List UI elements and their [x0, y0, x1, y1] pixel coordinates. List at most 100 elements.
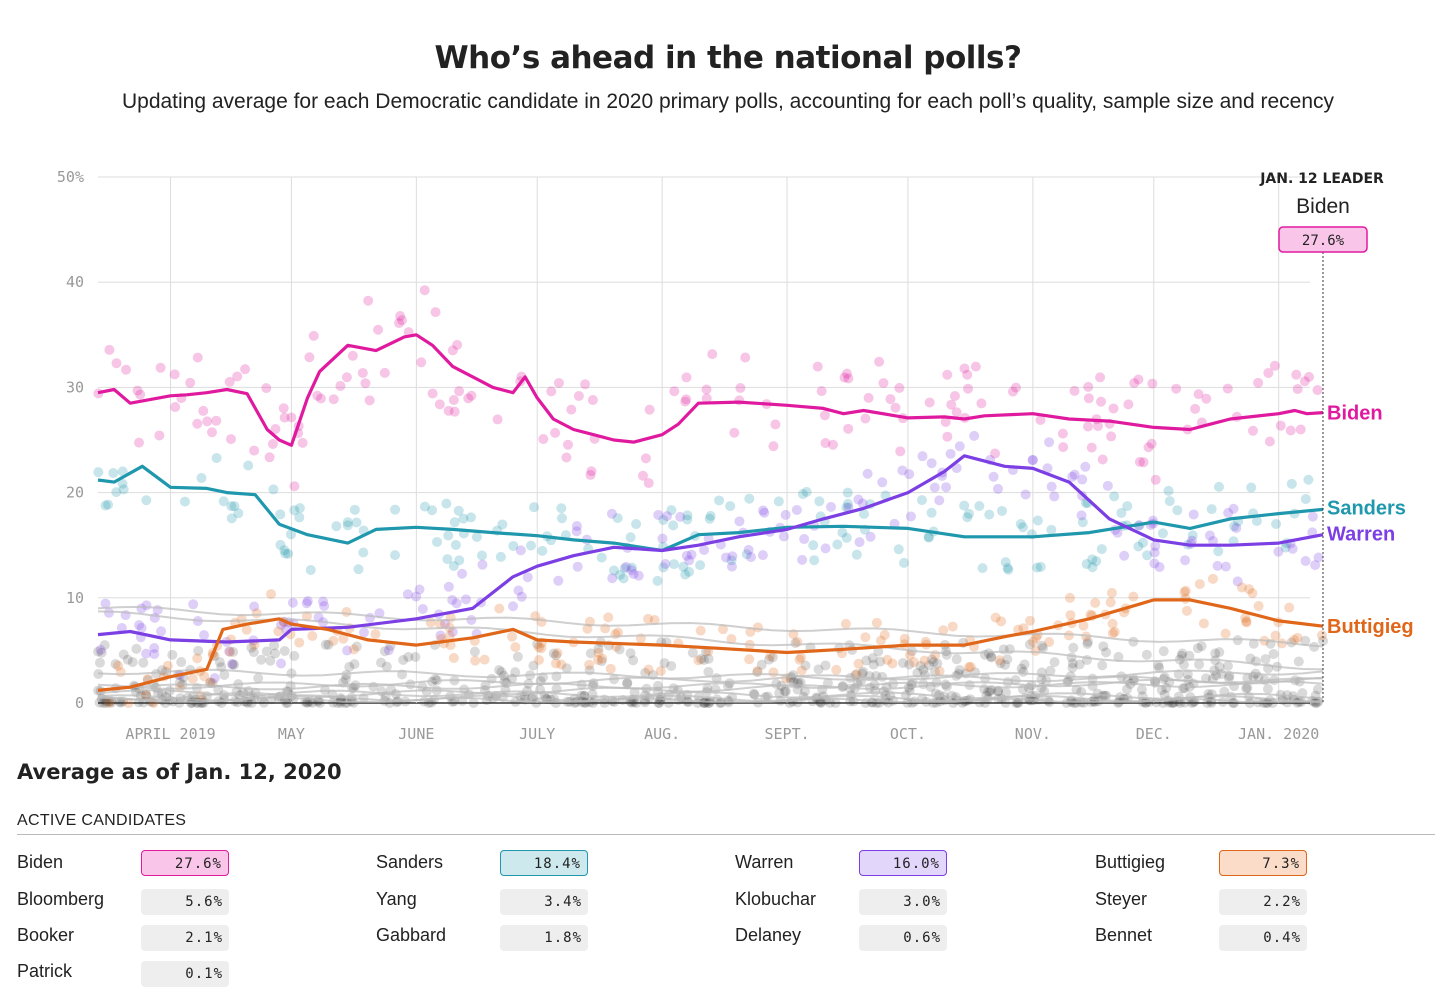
- poll-dot-warren: [1232, 576, 1243, 587]
- poll-dot-sanders: [1229, 521, 1240, 532]
- poll-dot-biden: [640, 453, 651, 464]
- poll-dot-warren: [778, 531, 789, 542]
- poll-dot-other: [1260, 654, 1271, 665]
- poll-dot-sanders: [497, 519, 508, 530]
- poll-dot-other: [873, 646, 884, 657]
- poll-dot-warren: [857, 498, 868, 509]
- poll-dot-biden: [121, 364, 132, 375]
- poll-dot-other: [1216, 669, 1227, 680]
- poll-dot-buttigieg: [536, 643, 547, 654]
- poll-dot-buttigieg: [1316, 630, 1327, 641]
- poll-dot-biden: [681, 394, 692, 405]
- poll-dot-sanders: [1116, 507, 1127, 518]
- poll-dot-other: [447, 696, 458, 707]
- poll-dot-biden: [637, 470, 648, 481]
- poll-dot-sanders: [1164, 496, 1175, 507]
- poll-dot-other: [1071, 684, 1082, 695]
- poll-dot-sanders: [808, 540, 819, 551]
- poll-dot-buttigieg: [1064, 592, 1075, 603]
- poll-dot-warren: [443, 581, 454, 592]
- poll-dot-biden: [643, 478, 654, 489]
- poll-dot-other: [301, 697, 312, 708]
- poll-dot-sanders: [279, 545, 290, 556]
- poll-dot-other: [279, 645, 290, 656]
- poll-dot-other: [1156, 685, 1167, 696]
- poll-dot-biden: [463, 393, 474, 404]
- leader-value: 27.6%: [1302, 233, 1345, 249]
- poll-dot-sanders: [682, 514, 693, 525]
- poll-dot-warren: [1223, 507, 1234, 518]
- poll-dot-biden: [843, 373, 854, 384]
- poll-dot-warren: [318, 596, 329, 607]
- poll-dot-other: [898, 657, 909, 668]
- chart-grid: 0 10 20 30 40 50% APRIL 2019 MAY JUNE JULY AUG. SEP…: [57, 168, 1319, 743]
- poll-dot-other: [138, 657, 149, 668]
- poll-dot-buttigieg: [643, 613, 654, 624]
- poll-dot-biden: [740, 352, 751, 363]
- poll-dot-other: [1248, 638, 1259, 649]
- poll-dot-other: [1293, 656, 1304, 667]
- poll-dot-biden: [942, 431, 953, 442]
- poll-dot-other: [1000, 687, 1011, 698]
- poll-dot-biden: [841, 368, 852, 379]
- poll-dot-buttigieg: [717, 624, 728, 635]
- poll-dot-other: [1121, 684, 1132, 695]
- poll-dot-warren: [954, 441, 965, 452]
- poll-dot-other: [640, 667, 651, 678]
- poll-dot-other: [1024, 639, 1035, 650]
- poll-dot-sanders: [615, 569, 626, 580]
- poll-dot-warren: [1287, 543, 1298, 554]
- poll-dot-other: [877, 671, 888, 682]
- poll-dot-warren: [103, 607, 114, 618]
- leader-value-box: [1278, 226, 1368, 253]
- poll-dot-other: [1210, 648, 1221, 659]
- poll-dot-biden: [1086, 442, 1097, 453]
- poll-dot-other: [703, 697, 714, 708]
- poll-dot-sanders: [916, 495, 927, 506]
- poll-dot-biden: [304, 352, 315, 363]
- poll-dot-biden: [135, 389, 146, 400]
- poll-dot-other: [115, 697, 126, 708]
- poll-dot-other: [799, 686, 810, 697]
- poll-dot-other: [510, 667, 521, 678]
- poll-dot-biden: [538, 434, 549, 445]
- poll-dot-warren: [477, 559, 488, 570]
- poll-dot-biden: [1264, 436, 1275, 447]
- trend-line-sanders: [97, 464, 1324, 553]
- poll-dot-other: [281, 697, 292, 708]
- candidate-row-yang: Yang 3.4%: [376, 889, 706, 919]
- poll-dot-other: [1268, 649, 1279, 660]
- poll-dot-sanders: [996, 505, 1007, 516]
- poll-dot-buttigieg: [947, 621, 958, 632]
- poll-dot-biden: [1312, 385, 1323, 396]
- poll-dot-warren: [759, 507, 770, 518]
- poll-dot-sanders: [283, 548, 294, 559]
- candidate-row-delaney: Delaney 0.6%: [735, 925, 1065, 955]
- y-tick-label: 40: [66, 273, 84, 291]
- poll-dot-sanders: [448, 560, 459, 571]
- poll-dot-sanders: [458, 513, 469, 524]
- poll-dot-buttigieg: [996, 616, 1007, 627]
- poll-dot-other: [1309, 641, 1320, 652]
- poll-dot-biden: [202, 416, 213, 427]
- poll-dot-other: [256, 654, 267, 665]
- poll-dot-warren: [862, 468, 873, 479]
- poll-dot-buttigieg: [593, 655, 604, 666]
- poll-dot-biden: [1083, 393, 1094, 404]
- poll-dot-other: [335, 697, 346, 708]
- poll-dot-other: [861, 655, 872, 666]
- poll-dot-buttigieg: [655, 666, 666, 677]
- poll-dot-warren: [1020, 489, 1031, 500]
- candidate-name: Yang: [376, 889, 417, 909]
- poll-dot-buttigieg: [104, 698, 115, 708]
- poll-dot-other: [1300, 635, 1311, 646]
- poll-dot-sanders: [233, 508, 244, 519]
- y-tick-label: 30: [66, 378, 84, 396]
- poll-dot-biden: [261, 383, 272, 394]
- poll-dot-other: [496, 667, 507, 678]
- poll-dot-other: [653, 697, 664, 708]
- poll-dot-sanders: [923, 531, 934, 542]
- poll-dot-sanders: [351, 517, 362, 528]
- poll-dot-biden: [395, 311, 406, 322]
- poll-dot-buttigieg: [1247, 588, 1258, 599]
